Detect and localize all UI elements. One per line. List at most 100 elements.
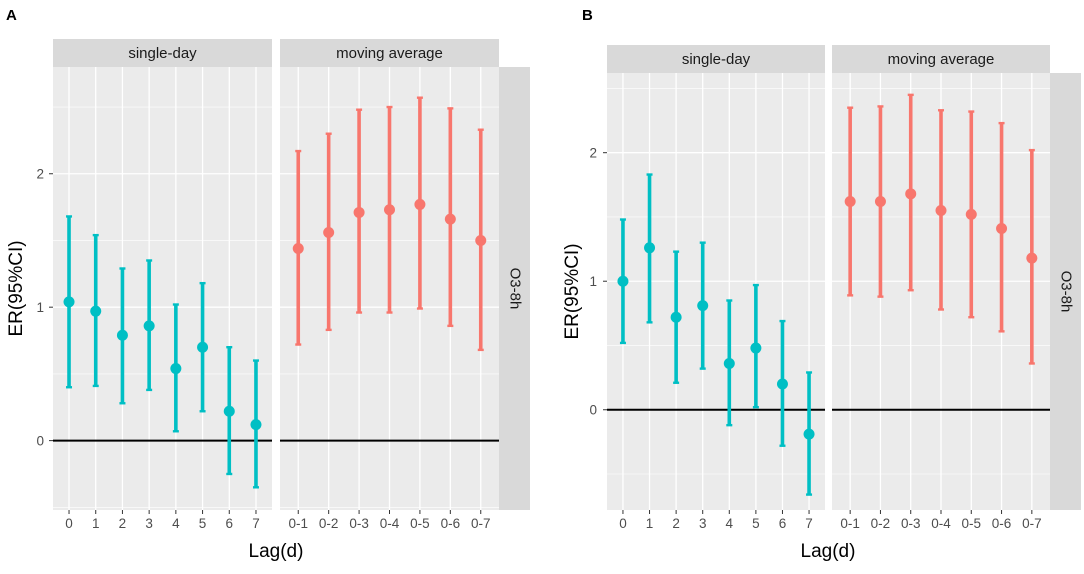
facet-moving-average: moving average 0-1 0-2 0-3 0-4 0-5 0-6 0-7 xyxy=(280,39,499,531)
y-tick-label: 2 xyxy=(36,167,44,182)
errorbar-0 xyxy=(617,218,629,345)
x-tick-label: 0-6 xyxy=(441,516,461,531)
panel-letter: B xyxy=(582,7,593,24)
x-tick-label: 0-6 xyxy=(992,516,1012,531)
x-tick-label: 5 xyxy=(199,516,207,531)
facet-strip xyxy=(53,39,272,67)
point-estimate xyxy=(670,311,682,323)
errorbar-2 xyxy=(116,267,128,405)
facet-strip-label: moving average xyxy=(888,51,995,68)
point-estimate xyxy=(323,226,335,238)
point-estimate xyxy=(292,242,304,254)
errorbar-0-7 xyxy=(1026,148,1038,365)
y-tick-label: 0 xyxy=(589,403,597,418)
facet-single-day: single-day 0 1 2 3 4 5 6 7 xyxy=(607,45,825,531)
facet-strip xyxy=(280,39,499,67)
errorbar-0-6 xyxy=(996,121,1008,333)
errorbar-4 xyxy=(170,303,182,433)
errorbar-0-2 xyxy=(323,132,335,332)
point-estimate xyxy=(250,419,262,431)
y-tick-label: 2 xyxy=(589,146,597,161)
x-tick-label: 0-4 xyxy=(931,516,951,531)
point-estimate xyxy=(874,196,886,208)
x-tick-label: 0 xyxy=(65,516,73,531)
y-axis-title: ER(95%CI) xyxy=(6,240,27,336)
facet-background xyxy=(607,73,825,510)
errorbar-0-4 xyxy=(935,109,947,311)
x-tick-label: 6 xyxy=(779,516,787,531)
facet-row-strip xyxy=(499,67,530,510)
x-tick-label: 0-5 xyxy=(962,516,982,531)
x-tick-label: 0-3 xyxy=(349,516,369,531)
x-tick-label: 3 xyxy=(699,516,707,531)
x-tick-label: 0-3 xyxy=(901,516,921,531)
point-estimate xyxy=(475,234,487,246)
point-estimate xyxy=(197,341,209,353)
x-tick-label: 0-2 xyxy=(871,516,891,531)
facet-strip xyxy=(607,45,825,73)
errorbar-5 xyxy=(750,283,762,409)
point-estimate xyxy=(223,405,235,417)
errorbar-0-5 xyxy=(414,96,426,310)
point-estimate xyxy=(384,204,395,216)
errorbar-0-7 xyxy=(475,128,487,352)
errorbar-0-3 xyxy=(353,108,365,314)
facet-row-label: O3-8h xyxy=(1058,271,1075,313)
errorbar-0 xyxy=(63,215,75,389)
point-estimate xyxy=(143,320,155,332)
x-tick-label: 0-7 xyxy=(471,516,491,531)
x-axis-title: Lag(d) xyxy=(801,541,856,562)
x-tick-label: 7 xyxy=(252,516,260,531)
point-estimate xyxy=(116,329,128,341)
point-estimate xyxy=(965,208,977,220)
facet-strip-label: single-day xyxy=(128,45,197,62)
errorbar-0-6 xyxy=(444,107,456,328)
errorbar-5 xyxy=(197,281,209,413)
y-tick-label: 0 xyxy=(36,434,44,449)
x-tick-label: 0-1 xyxy=(840,516,860,531)
panel-letter: A xyxy=(6,7,17,24)
errorbar-0-2 xyxy=(874,105,886,298)
x-tick-label: 0-4 xyxy=(380,516,400,531)
errorbar-3 xyxy=(143,259,155,392)
x-tick-label: 0-7 xyxy=(1022,516,1042,531)
facet-strip xyxy=(832,45,1050,73)
facet-moving-average: moving average 0-1 0-2 0-3 0-4 0-5 0-6 0-7 xyxy=(832,45,1050,531)
facet-strip-label: moving average xyxy=(336,45,443,62)
point-estimate xyxy=(414,198,426,210)
point-estimate xyxy=(90,305,102,317)
errorbar-6 xyxy=(223,346,235,476)
point-estimate xyxy=(803,428,815,440)
x-tick-label: 2 xyxy=(119,516,127,531)
point-estimate xyxy=(776,378,788,390)
errorbar-1 xyxy=(90,233,102,388)
errorbar-3 xyxy=(697,241,709,370)
x-tick-label: 0-5 xyxy=(410,516,430,531)
y-axis-title: ER(95%CI) xyxy=(562,243,583,339)
errorbar-2 xyxy=(670,250,682,384)
errorbar-7 xyxy=(803,371,815,496)
x-tick-label: 2 xyxy=(672,516,680,531)
point-estimate xyxy=(1026,252,1038,264)
y-tick-label: 1 xyxy=(36,300,44,315)
point-estimate xyxy=(444,213,456,225)
facet-row-label: O3-8h xyxy=(507,268,524,310)
y-tick-label: 1 xyxy=(589,274,597,289)
facet-background xyxy=(53,67,272,510)
facet-single-day: single-day 0 1 2 3 4 5 6 7 xyxy=(53,39,272,531)
point-estimate xyxy=(63,296,75,308)
x-axis-title: Lag(d) xyxy=(249,541,304,562)
x-tick-label: 5 xyxy=(752,516,760,531)
x-tick-label: 3 xyxy=(145,516,153,531)
point-estimate xyxy=(935,205,947,217)
errorbar-0-3 xyxy=(905,93,917,292)
facet-strip-label: single-day xyxy=(682,51,751,68)
x-tick-label: 0 xyxy=(619,516,627,531)
x-tick-label: 6 xyxy=(226,516,234,531)
x-tick-label: 4 xyxy=(726,516,734,531)
x-tick-label: 0-1 xyxy=(288,516,308,531)
errorbar-4 xyxy=(723,299,735,427)
errorbar-0-1 xyxy=(292,149,304,346)
